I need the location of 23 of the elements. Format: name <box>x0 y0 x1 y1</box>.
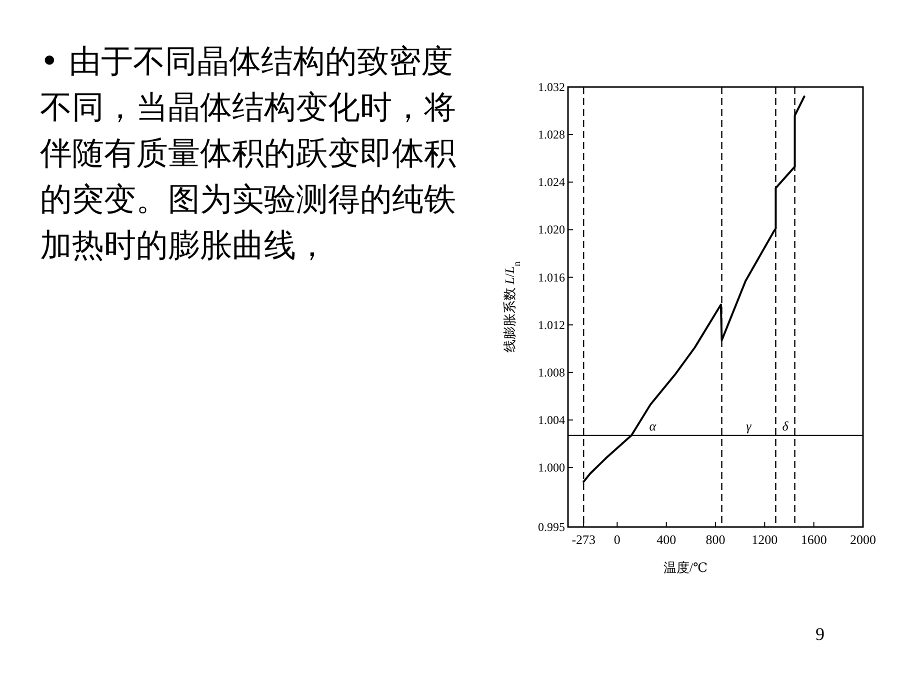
text: • 由于不同晶体结构的致密度不同，当晶体结构变化时，将伴随有质量体积的跃变即体积的突变。图为实验测得的纯铁加热时的膨胀曲线， <box>40 41 457 266</box>
y-tick-label: 0.995 <box>538 520 565 534</box>
x-axis-title: 温度/℃ <box>663 560 708 575</box>
annotation: δ <box>782 418 790 434</box>
x-tick-label: 400 <box>656 532 676 547</box>
x-tick-label: 1600 <box>800 532 827 547</box>
y-tick-label: 1.016 <box>538 270 565 284</box>
y-tick-label: 1.020 <box>538 222 565 237</box>
x-tick-label: 800 <box>706 532 726 547</box>
x-tick-label: 1200 <box>752 532 778 547</box>
y-tick-label: 1.008 <box>538 365 565 380</box>
y-tick-label: 1.028 <box>538 128 565 142</box>
x-tick-label: 2000 <box>850 532 876 547</box>
y-tick-label: 1.012 <box>538 318 565 332</box>
annotation: α <box>649 418 658 434</box>
y-tick-label: 1.024 <box>538 175 565 190</box>
x-tick-label: 0 <box>614 532 620 547</box>
x-tick-label: -273 <box>572 532 596 547</box>
text: 9 <box>816 624 824 644</box>
y-tick-label: 1.032 <box>538 80 565 94</box>
y-tick-label: 1.004 <box>538 412 565 427</box>
y-tick-label: 1.000 <box>538 460 565 475</box>
annotation: γ <box>746 418 752 434</box>
